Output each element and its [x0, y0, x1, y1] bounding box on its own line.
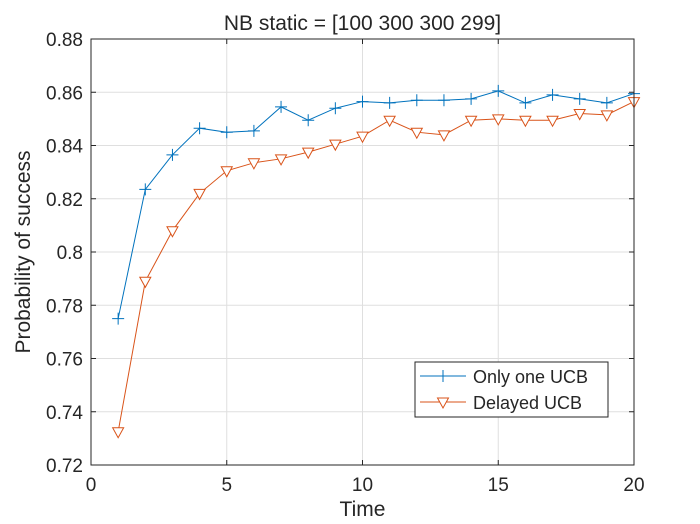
y-tick-label: 0.84: [46, 137, 83, 158]
data-point-delayed-ucb: [247, 158, 261, 170]
data-point-delayed-ucb: [383, 115, 396, 128]
data-point-delayed-ucb: [274, 154, 288, 166]
legend-label-only-one-ucb: Only one UCB: [473, 367, 588, 387]
x-axis-label: Time: [340, 498, 386, 521]
data-point-only-one-ucb: [519, 96, 532, 109]
data-point-delayed-ucb: [166, 226, 179, 238]
data-point-delayed-ucb: [491, 114, 505, 126]
data-point-only-one-ucb: [410, 94, 423, 107]
data-point-only-one-ucb: [437, 94, 450, 107]
data-point-only-one-ucb: [220, 126, 233, 139]
data-point-delayed-ucb: [437, 130, 451, 142]
data-point-delayed-ucb: [111, 427, 125, 439]
y-tick-label: 0.82: [46, 190, 83, 211]
data-point-delayed-ucb: [220, 166, 234, 178]
x-tick-label: 20: [623, 475, 644, 496]
x-tick-label: 0: [86, 475, 97, 496]
series-line-only-one-ucb: [117, 90, 635, 319]
data-point-only-one-ucb: [275, 100, 288, 113]
legend-label-delayed-ucb: Delayed UCB: [473, 393, 582, 413]
y-tick-label: 0.88: [46, 30, 83, 51]
data-point-delayed-ucb: [600, 110, 614, 122]
x-tick-label: 15: [488, 475, 509, 496]
data-point-delayed-ucb: [519, 115, 532, 128]
y-tick-label: 0.8: [57, 243, 83, 264]
data-point-delayed-ucb: [356, 131, 369, 144]
data-point-only-one-ucb: [329, 102, 342, 115]
y-axis-label: Probability of success: [12, 150, 35, 353]
data-point-only-one-ucb: [573, 92, 586, 105]
data-point-only-one-ucb: [492, 84, 505, 97]
data-point-delayed-ucb: [464, 115, 478, 128]
data-point-only-one-ucb: [302, 114, 315, 127]
data-point-only-one-ucb: [139, 183, 152, 196]
series-layer: [111, 84, 641, 439]
data-point-only-one-ucb: [166, 148, 179, 161]
data-point-only-one-ucb: [600, 96, 613, 109]
legend: Only one UCB Delayed UCB: [414, 361, 609, 418]
data-point-only-one-ucb: [193, 122, 206, 135]
data-point-delayed-ucb: [138, 276, 152, 289]
y-tick-label: 0.78: [46, 296, 83, 317]
x-tick-label: 5: [221, 475, 232, 496]
y-tick-label: 0.74: [46, 403, 83, 424]
chart-title: NB static = [100 300 300 299]: [224, 12, 501, 35]
axis-ticks: 0 5 10 15 20 0.72 0.74 0.76 0.78 0.8 0.82 0.84 0.86 0…: [46, 30, 645, 496]
legend-marker-delayed-ucb: [436, 397, 450, 410]
data-point-only-one-ucb: [112, 312, 125, 325]
data-point-delayed-ucb: [193, 188, 206, 201]
x-tick-label: 10: [352, 475, 373, 496]
y-tick-label: 0.86: [46, 83, 83, 104]
data-point-only-one-ucb: [383, 96, 396, 109]
legend-marker-only-one-ucb: [437, 370, 449, 382]
legend-box: [414, 361, 609, 418]
y-tick-label: 0.76: [46, 350, 83, 371]
y-tick-label: 0.72: [46, 456, 83, 477]
data-point-delayed-ucb: [546, 115, 559, 128]
data-point-delayed-ucb: [329, 139, 342, 152]
data-point-only-one-ucb: [546, 88, 559, 101]
data-point-delayed-ucb: [410, 127, 424, 140]
data-point-only-one-ucb: [356, 95, 369, 108]
data-point-only-one-ucb: [247, 124, 260, 137]
data-point-delayed-ucb: [301, 147, 315, 160]
data-point-delayed-ucb: [573, 109, 587, 121]
data-point-only-one-ucb: [465, 92, 478, 105]
